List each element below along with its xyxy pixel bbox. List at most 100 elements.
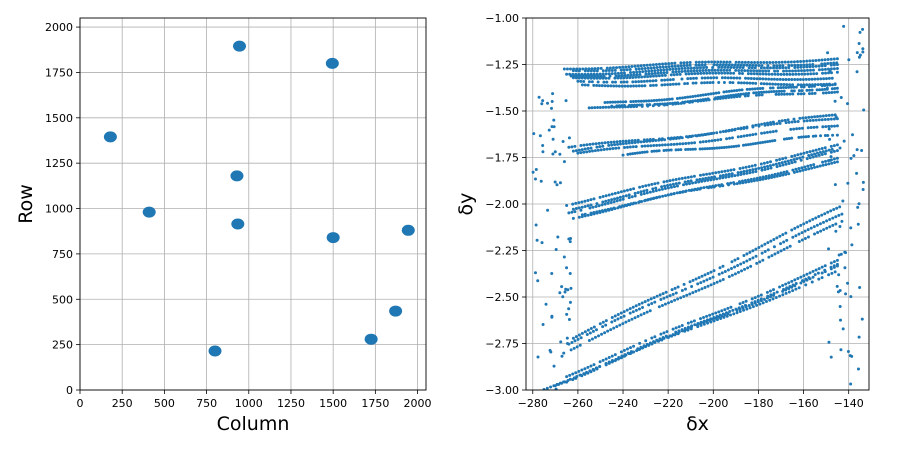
scatter-point xyxy=(860,317,864,321)
scatter-point xyxy=(755,93,759,97)
scatter-point xyxy=(690,72,694,76)
scatter-point xyxy=(635,151,639,155)
scatter-point xyxy=(541,323,545,327)
scatter-point xyxy=(582,80,586,84)
scatter-point xyxy=(733,174,737,178)
x-tick-label: 750 xyxy=(196,397,217,410)
scatter-point xyxy=(777,161,781,165)
scatter-point xyxy=(631,145,635,149)
scatter-point xyxy=(735,66,739,70)
scatter-point xyxy=(834,229,838,233)
scatter-point xyxy=(659,298,663,302)
scatter-point xyxy=(767,255,771,259)
scatter-point xyxy=(833,183,837,187)
scatter-point xyxy=(782,83,786,87)
scatter-point xyxy=(677,181,681,185)
scatter-point xyxy=(834,215,838,219)
scatter-point xyxy=(730,63,734,67)
scatter-point xyxy=(650,99,654,103)
scatter-point xyxy=(827,76,831,80)
scatter-point xyxy=(708,313,712,317)
scatter-point xyxy=(787,281,791,285)
scatter-point xyxy=(645,79,649,83)
scatter-point xyxy=(646,75,650,79)
scatter-point xyxy=(622,80,626,84)
scatter-point xyxy=(711,312,715,316)
scatter-point xyxy=(553,180,557,184)
scatter-point xyxy=(796,119,800,123)
scatter-point xyxy=(534,223,538,227)
scatter-point xyxy=(706,92,710,96)
scatter-point xyxy=(727,275,731,279)
scatter-point xyxy=(636,314,640,318)
scatter-point xyxy=(797,89,801,93)
scatter-point xyxy=(795,127,799,131)
scatter-point xyxy=(669,192,673,196)
scatter-point xyxy=(671,78,675,82)
scatter-point xyxy=(640,150,644,154)
scatter-point xyxy=(718,266,722,270)
scatter-point xyxy=(631,152,635,156)
scatter-point xyxy=(827,162,831,166)
scatter-point xyxy=(738,94,742,98)
scatter-point xyxy=(663,83,667,87)
scatter-point xyxy=(824,77,828,81)
scatter-point xyxy=(633,64,637,68)
scatter-point xyxy=(846,181,850,185)
scatter-point xyxy=(830,113,834,117)
scatter-point xyxy=(769,293,773,297)
scatter-point xyxy=(819,134,823,138)
scatter-point xyxy=(618,198,622,202)
scatter-point xyxy=(686,95,690,99)
scatter-point xyxy=(748,168,752,172)
scatter-point xyxy=(692,188,696,192)
scatter-point xyxy=(758,178,762,182)
scatter-point xyxy=(744,180,748,184)
scatter-point xyxy=(827,91,831,95)
scatter-point xyxy=(604,105,608,109)
scatter-point xyxy=(720,170,724,174)
scatter-point xyxy=(719,68,723,72)
scatter-point xyxy=(761,301,765,305)
scatter-point xyxy=(598,360,602,364)
scatter-point xyxy=(571,202,575,206)
scatter-point xyxy=(799,63,803,67)
scatter-point xyxy=(754,167,758,171)
scatter-point xyxy=(687,141,691,145)
scatter-point xyxy=(576,337,580,341)
scatter-point xyxy=(713,146,717,150)
scatter-point xyxy=(629,346,633,350)
scatter-point xyxy=(715,76,719,80)
scatter-point xyxy=(787,172,791,176)
scatter-point xyxy=(727,183,731,187)
scatter-point xyxy=(603,84,607,88)
scatter-point xyxy=(734,68,738,72)
scatter-point xyxy=(813,91,817,95)
scatter-point xyxy=(812,84,816,88)
scatter-point xyxy=(633,194,637,198)
y-tick-label: 1000 xyxy=(45,203,73,216)
scatter-point xyxy=(705,278,709,282)
scatter-point xyxy=(704,68,708,72)
scatter-point xyxy=(755,77,759,81)
scatter-point xyxy=(625,188,629,192)
scatter-point xyxy=(716,60,720,64)
scatter-point xyxy=(820,147,824,151)
scatter-point xyxy=(855,51,859,55)
scatter-point xyxy=(551,152,555,156)
scatter-point xyxy=(819,229,823,233)
scatter-point xyxy=(671,67,675,71)
scatter-point xyxy=(826,51,830,55)
scatter-point xyxy=(796,78,800,82)
scatter-point xyxy=(625,308,629,312)
scatter-point xyxy=(825,219,829,223)
scatter-point xyxy=(804,135,808,139)
scatter-point xyxy=(633,138,637,142)
scatter-point xyxy=(670,97,674,101)
scatter-point xyxy=(652,196,656,200)
scatter-point xyxy=(639,99,643,103)
scatter-point xyxy=(596,106,600,110)
scatter-point xyxy=(782,72,786,76)
scatter-point xyxy=(756,141,760,145)
scatter-point xyxy=(817,147,821,151)
